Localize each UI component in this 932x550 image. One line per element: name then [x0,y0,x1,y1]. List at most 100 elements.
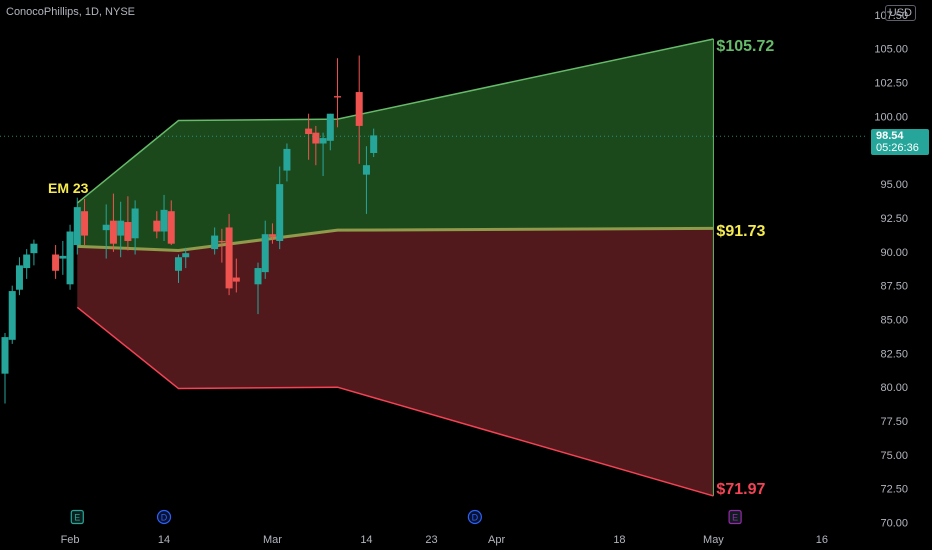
candle-body [232,277,240,282]
candle [174,254,182,283]
currency-button[interactable]: USD [884,5,916,21]
y-tick-label: 100.00 [874,111,908,123]
candle [102,204,110,259]
y-tick-label: 75.00 [880,450,908,462]
candle [218,228,226,263]
x-tick-label: Feb [61,534,80,546]
candle-body [326,113,334,141]
expected-move-label: EM 23 [48,180,89,196]
lower-band-label: $71.97 [716,480,766,498]
candle-body [312,132,320,144]
dividend-icon [467,509,482,525]
y-tick-label: 92.50 [880,213,908,225]
candle-body [23,254,31,269]
candle-body [117,220,125,236]
candle-body [283,148,291,171]
candlestick-series [1,55,378,404]
candle [326,113,334,151]
candle [305,113,313,160]
y-tick-label: 95.00 [880,179,908,191]
time-axis: Feb 14 Mar 14 23 Apr 18 May 16 [61,534,828,546]
candle-body [52,254,60,271]
event-marker-label: E [74,513,80,523]
upper-band-area [77,38,714,251]
bar-countdown: 05:26:36 [876,142,919,155]
upper-band-label: $105.72 [716,37,775,55]
candle [153,211,161,239]
candle-body [167,211,175,244]
candle-body [131,208,139,239]
candle-body [254,268,262,285]
y-tick-label: 82.50 [880,348,908,360]
event-marker: E [728,509,742,525]
candle-body [225,227,233,289]
candle-body [268,234,276,237]
candle [59,240,67,275]
x-tick-label: May [703,534,724,546]
candle-body [211,235,219,250]
candle [66,224,74,290]
event-marker: E [70,509,84,525]
candle-body [334,96,342,98]
candle [167,200,175,246]
y-tick-label: 77.50 [880,416,908,428]
y-tick-label: 90.00 [880,247,908,259]
x-tick-label: 18 [613,534,625,546]
mid-band-label: $91.73 [716,223,766,241]
candle-body [305,128,313,135]
candle-body [160,209,168,232]
candle-body [109,220,117,244]
candle [254,262,262,315]
candle [232,258,240,293]
dividend-icon [156,509,172,525]
earnings-icon [70,509,84,525]
candle [283,143,291,182]
expected-move-bands [76,38,714,497]
price-axis: 70.00 72.50 75.00 77.50 80.00 82.50 85.00 87.50… [874,10,908,530]
y-tick-label: 102.50 [874,78,908,90]
candle-body [1,337,9,374]
candle [334,58,342,128]
candle [124,196,132,251]
last-price-tag: 98.54 05:26:36 [871,129,929,156]
event-marker-label: D [472,513,479,523]
candle [81,199,89,246]
event-marker-label: E [732,513,738,523]
x-tick-label: 14 [158,534,170,546]
candle-body [276,184,284,241]
x-tick-label: Apr [488,534,505,546]
x-tick-label: 23 [425,534,437,546]
candle-body [153,220,161,232]
x-tick-label: Mar [263,534,282,546]
candle [131,200,139,255]
upper-band-line [76,38,714,204]
y-tick-label: 87.50 [880,281,908,293]
event-marker-label: D [161,513,168,523]
y-tick-label: 105.00 [874,44,908,56]
candle [276,166,284,250]
candle [23,249,31,279]
candle-body [8,291,16,340]
candle-body [66,231,74,285]
candle [117,201,125,258]
candle-body [182,253,190,258]
candle [268,223,276,244]
candle [8,285,16,344]
candle [73,197,81,255]
candle-body [81,211,89,236]
candle-body [362,165,370,175]
candle-body [124,222,132,241]
candle [225,213,233,296]
event-marker: D [156,509,172,525]
y-tick-label: 107.50 [874,10,908,22]
lower-band-area [77,228,714,496]
candle [1,333,9,404]
candle-body [174,257,182,271]
candle [312,125,320,166]
earnings-icon [728,509,742,525]
lower-band-line [76,306,714,497]
candle [15,257,23,296]
candle-body [30,243,38,254]
